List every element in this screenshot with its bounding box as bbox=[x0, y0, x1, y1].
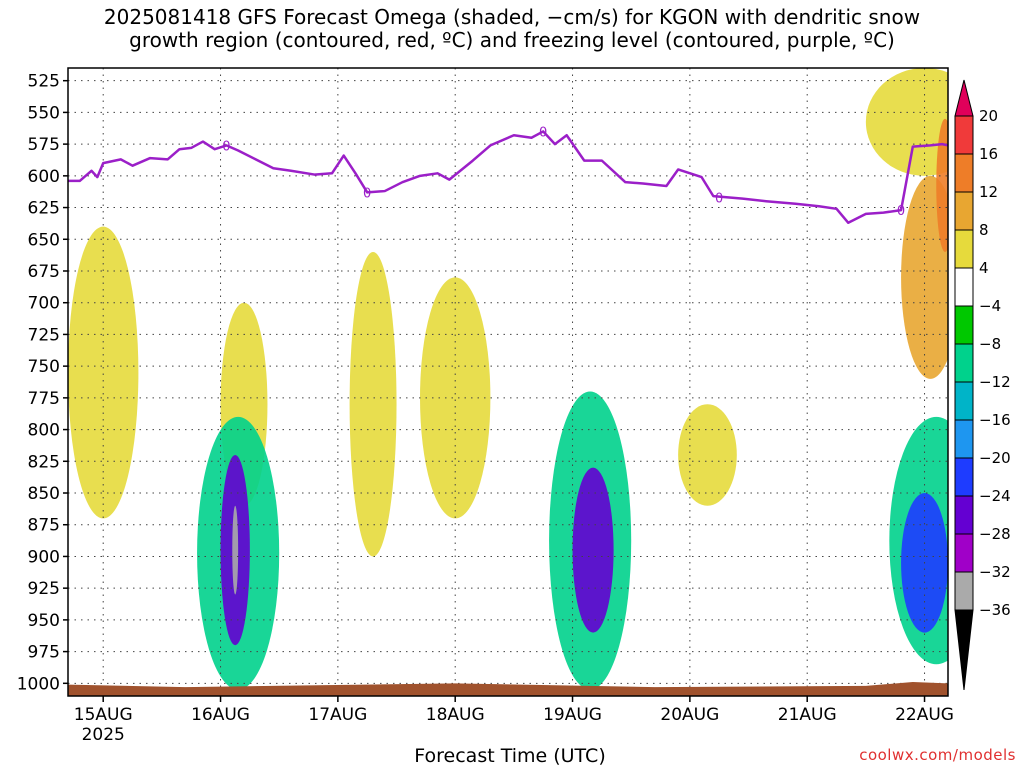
omega-region-3 bbox=[420, 277, 491, 519]
colorbar-label-0: 20 bbox=[979, 107, 998, 125]
plot-frame bbox=[67, 67, 949, 697]
chart-title-line-2: growth region (contoured, red, ºC) and f… bbox=[129, 28, 895, 52]
y-tick-label-11: 800 bbox=[28, 421, 60, 441]
freezing-level-label-3: 0 bbox=[715, 191, 723, 206]
y-tick-label-1: 550 bbox=[28, 103, 60, 123]
terrain-fill bbox=[68, 682, 948, 696]
colorbar-segment-5 bbox=[954, 305, 974, 345]
colorbar-segment-6 bbox=[954, 343, 974, 383]
y-tick-label-17: 950 bbox=[28, 611, 60, 631]
colorbar-segment-2 bbox=[954, 191, 974, 231]
omega-region-5 bbox=[865, 68, 948, 176]
x-tick-label-7: 22AUG bbox=[895, 705, 954, 725]
colorbar-label-4: 4 bbox=[979, 259, 989, 277]
colorbar-segment-1 bbox=[954, 153, 974, 193]
x-tick-label-6: 21AUG bbox=[778, 705, 837, 725]
x-tick-label-4: 19AUG bbox=[543, 705, 602, 725]
y-axis: 525 550 575 600 625 650 675 700 725 750 775 800 825 8… bbox=[17, 72, 68, 694]
freezing-level-line bbox=[68, 130, 948, 225]
colorbar-label-3: 8 bbox=[979, 221, 989, 239]
y-tick-label-9: 750 bbox=[28, 357, 60, 377]
y-tick-label-18: 975 bbox=[28, 643, 60, 663]
colorbar-segment-9 bbox=[954, 457, 974, 497]
colorbar-cap-top bbox=[954, 79, 974, 117]
omega-region-6 bbox=[901, 175, 948, 379]
y-tick-label-7: 700 bbox=[28, 294, 60, 314]
y-tick-label-5: 650 bbox=[28, 230, 60, 250]
y-tick-label-14: 875 bbox=[28, 516, 60, 536]
y-tick-label-0: 525 bbox=[28, 72, 60, 92]
x-tick-label-0: 15AUG bbox=[74, 705, 133, 725]
freezing-level-label-0: 0 bbox=[222, 139, 230, 154]
omega-region-2 bbox=[349, 251, 397, 557]
colorbar: 20 16 12 8 4 −4 −8 −12 −16 −20 −24 −28 −32 −36 bbox=[954, 79, 1011, 691]
freezing-level-label-2: 0 bbox=[539, 125, 547, 140]
colorbar-segment-8 bbox=[954, 419, 974, 459]
y-tick-label-2: 575 bbox=[28, 135, 60, 155]
colorbar-label-8: −16 bbox=[979, 411, 1011, 429]
x-tick-sublabel-0: 2025 bbox=[82, 725, 125, 745]
colorbar-segment-11 bbox=[954, 533, 974, 573]
y-tick-label-6: 675 bbox=[28, 262, 60, 282]
y-tick-label-13: 850 bbox=[28, 484, 60, 504]
colorbar-label-11: −28 bbox=[979, 525, 1011, 543]
y-tick-label-15: 900 bbox=[28, 547, 60, 567]
credit-text: coolwx.com/models bbox=[859, 746, 1016, 764]
omega-region-4 bbox=[678, 404, 737, 506]
colorbar-label-2: 12 bbox=[979, 183, 998, 201]
colorbar-segment-7 bbox=[954, 381, 974, 421]
x-tick-label-2: 17AUG bbox=[308, 705, 367, 725]
omega-region-12 bbox=[572, 467, 614, 633]
colorbar-label-6: −8 bbox=[979, 335, 1001, 353]
colorbar-label-10: −24 bbox=[979, 487, 1011, 505]
colorbar-segment-10 bbox=[954, 495, 974, 535]
x-tick-label-1: 16AUG bbox=[191, 705, 250, 725]
colorbar-cap-bottom bbox=[954, 609, 974, 691]
freezing-level-label-1: 0 bbox=[363, 186, 371, 201]
chart-title: 2025081418 GFS Forecast Omega (shaded, −… bbox=[0, 6, 1024, 52]
freezing-level-label-4: 0 bbox=[897, 204, 905, 219]
y-tick-label-10: 775 bbox=[28, 389, 60, 409]
colorbar-label-12: −32 bbox=[979, 563, 1011, 581]
x-tick-label-3: 18AUG bbox=[426, 705, 485, 725]
y-tick-label-8: 725 bbox=[28, 325, 60, 345]
x-axis-label: Forecast Time (UTC) bbox=[414, 745, 606, 767]
colorbar-segment-12 bbox=[954, 571, 974, 611]
y-tick-label-19: 1000 bbox=[17, 674, 60, 694]
colorbar-label-7: −12 bbox=[979, 373, 1011, 391]
x-tick-label-5: 20AUG bbox=[660, 705, 719, 725]
freezing-level-contour: 0 0 0 0 0 bbox=[68, 125, 948, 225]
y-tick-label-12: 825 bbox=[28, 452, 60, 472]
colorbar-segment-0 bbox=[954, 115, 974, 155]
colorbar-segment-4 bbox=[954, 267, 974, 307]
colorbar-label-5: −4 bbox=[979, 297, 1001, 315]
colorbar-label-1: 16 bbox=[979, 145, 998, 163]
y-tick-label-16: 925 bbox=[28, 579, 60, 599]
omega-region-0 bbox=[68, 226, 139, 519]
colorbar-label-9: −20 bbox=[979, 449, 1011, 467]
omega-region-7 bbox=[936, 118, 948, 252]
y-tick-label-4: 625 bbox=[28, 199, 60, 219]
colorbar-label-13: −36 bbox=[979, 601, 1011, 619]
terrain-surface bbox=[68, 682, 948, 696]
omega-region-10 bbox=[232, 505, 239, 595]
colorbar-segment-3 bbox=[954, 229, 974, 269]
chart-title-line-1: 2025081418 GFS Forecast Omega (shaded, −… bbox=[103, 5, 921, 29]
y-tick-label-3: 600 bbox=[28, 167, 60, 187]
